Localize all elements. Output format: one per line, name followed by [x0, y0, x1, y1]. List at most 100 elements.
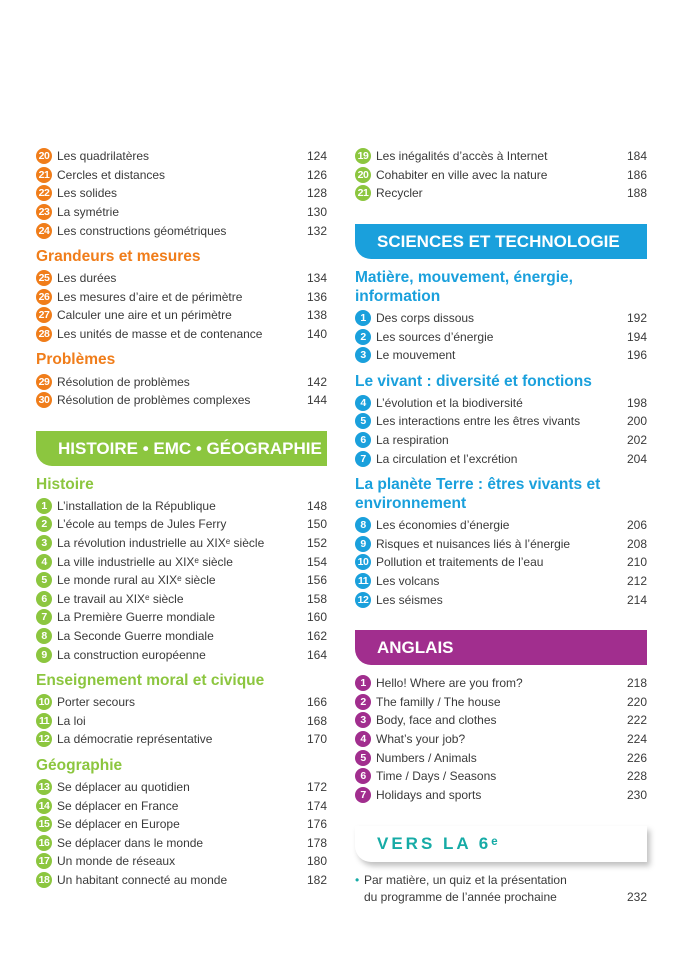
page-number: 166: [306, 695, 327, 710]
toc-entry[interactable]: 10 Porter secours 166: [36, 693, 327, 712]
subject-banner: SCIENCES ET TECHNOLOGIE: [355, 223, 647, 259]
section-heading: Grandeurs et mesures: [36, 247, 201, 265]
page-number: 148: [306, 498, 327, 513]
section-heading: Matière, mouvement, énergie, information: [355, 268, 573, 305]
toc-entry[interactable]: 28 Les unités de masse et de contenance 14…: [36, 325, 327, 344]
chapter-title: Le mouvement: [376, 348, 456, 363]
toc-entry[interactable]: 21 Cercles et distances 126: [36, 166, 327, 185]
toc-entry[interactable]: 9 Risques et nuisances liés à l’énergie 20…: [355, 535, 647, 554]
section-heading: Histoire: [36, 475, 94, 493]
page-number: 204: [626, 451, 647, 466]
toc-entry[interactable]: 22 Les solides 128: [36, 184, 327, 203]
toc-entry[interactable]: 19 Les inégalités d’accès à Internet 184: [355, 147, 647, 166]
toc-entry[interactable]: 18 Un habitant connecté au monde 182: [36, 871, 327, 890]
toc-entry[interactable]: 4 What’s your job? 224: [355, 730, 647, 749]
toc-entry[interactable]: 3 Le mouvement 196: [355, 346, 647, 365]
toc-entry[interactable]: 5 Les interactions entre les êtres vivant…: [355, 412, 647, 431]
section-heading: Problèmes: [36, 351, 116, 369]
page-number: 208: [626, 536, 647, 551]
toc-entry[interactable]: 12 La démocratie représentative 170: [36, 730, 327, 749]
toc-entry[interactable]: 6 Time / Days / Seasons 228: [355, 767, 647, 786]
toc-entry[interactable]: 25 Les durées 134: [36, 269, 327, 288]
chapter-title: La loi: [57, 713, 86, 728]
page-number: 192: [626, 311, 647, 326]
toc-entry[interactable]: 6 La respiration 202: [355, 431, 647, 450]
toc-entry[interactable]: 23 La symétrie 130: [36, 203, 327, 222]
chapter-title: Résolution de problèmes complexes: [57, 393, 251, 408]
page-number: 124: [306, 149, 327, 164]
toc-entry[interactable]: 21 Recycler 188: [355, 184, 647, 203]
toc-entry[interactable]: 11 Les volcans 212: [355, 572, 647, 591]
toc-entry[interactable]: 9 La construction européenne 164: [36, 645, 327, 664]
chapter-number-badge: 5: [36, 572, 52, 589]
toc-entry[interactable]: 6 Le travail au XIXᵉ siècle 158: [36, 590, 327, 609]
chapter-number-badge: 2: [36, 516, 52, 533]
toc-entry[interactable]: 8 La Seconde Guerre mondiale 162: [36, 627, 327, 646]
chapter-title: Holidays and sports: [376, 787, 482, 802]
bullet-icon: •: [355, 873, 360, 888]
toc-entry[interactable]: 7 La circulation et l’excrétion 204: [355, 449, 647, 468]
toc-entry[interactable]: 20 Cohabiter en ville avec la nature 186: [355, 166, 647, 185]
chapter-number-badge: 4: [36, 553, 52, 570]
toc-entry[interactable]: 7 La Première Guerre mondiale 160: [36, 608, 327, 627]
chapter-title: La Seconde Guerre mondiale: [57, 628, 214, 643]
chapter-number-badge: 11: [355, 573, 371, 590]
toc-entry[interactable]: 10 Pollution et traitements de l’eau 210: [355, 553, 647, 572]
page-number: 170: [306, 732, 327, 747]
chapter-title: Les sources d’énergie: [376, 329, 494, 344]
toc-entry[interactable]: 4 La ville industrielle au XIXᵉ siècle 154: [36, 552, 327, 571]
chapter-title: Le travail au XIXᵉ siècle: [57, 591, 184, 606]
entry-text: Par matière, un quiz et la présentation …: [364, 873, 567, 905]
chapter-number-badge: 2: [355, 328, 371, 345]
toc-entry[interactable]: 8 Les économies d’énergie 206: [355, 516, 647, 535]
toc-entry[interactable]: 30 Résolution de problèmes complexes 144: [36, 391, 327, 410]
toc-entry[interactable]: 2 The familly / The house 220: [355, 693, 647, 712]
chapter-number-badge: 18: [36, 871, 52, 888]
toc-entry[interactable]: 17 Un monde de réseaux 180: [36, 852, 327, 871]
toc-entry[interactable]: 7 Holidays and sports 230: [355, 785, 647, 804]
toc-entry[interactable]: 11 La loi 168: [36, 711, 327, 730]
toc-entry[interactable]: 4 L’évolution et la biodiversité 198: [355, 394, 647, 413]
toc-entry[interactable]: 12 Les séismes 214: [355, 590, 647, 609]
toc-entry[interactable]: 15 Se déplacer en Europe 176: [36, 815, 327, 834]
toc-entry[interactable]: 1 Des corps dissous 192: [355, 309, 647, 328]
toc-entry[interactable]: 16 Se déplacer dans le monde 178: [36, 833, 327, 852]
toc-entry[interactable]: 5 Numbers / Animals 226: [355, 748, 647, 767]
toc-entry[interactable]: 13 Se déplacer au quotidien 172: [36, 778, 327, 797]
page-number: 222: [626, 713, 647, 728]
toc-entry[interactable]: 3 La révolution industrielle au XIXᵉ sièc…: [36, 534, 327, 553]
toc-entry[interactable]: 27 Calculer une aire et un périmètre 138: [36, 306, 327, 325]
toc-entry[interactable]: 2 Les sources d’énergie 194: [355, 327, 647, 346]
toc-entry[interactable]: 1 Hello! Where are you from? 218: [355, 674, 647, 693]
page-number: 196: [626, 348, 647, 363]
toc-entry[interactable]: 26 Les mesures d’aire et de périmètre 136: [36, 288, 327, 307]
page-number: 230: [626, 787, 647, 802]
toc-entry[interactable]: 14 Se déplacer en France 174: [36, 796, 327, 815]
chapter-number-badge: 26: [36, 288, 52, 305]
page-number: 212: [626, 574, 647, 589]
toc-entry[interactable]: 20 Les quadrilatères 124: [36, 147, 327, 166]
chapter-title: Les séismes: [376, 592, 443, 607]
toc-entry[interactable]: 24 Les constructions géométriques 132: [36, 221, 327, 240]
chapter-number-badge: 13: [36, 778, 52, 795]
toc-entry[interactable]: 1 L’installation de la République 148: [36, 497, 327, 516]
toc-entry[interactable]: 29 Résolution de problèmes 142: [36, 372, 327, 391]
page-number: 168: [306, 713, 327, 728]
chapter-title: Un habitant connecté au monde: [57, 872, 228, 887]
chapter-title: Les interactions entre les êtres vivants: [376, 414, 581, 429]
chapter-number-badge: 9: [36, 646, 52, 663]
toc-entry[interactable]: 3 Body, face and clothes 222: [355, 711, 647, 730]
chapter-number-badge: 4: [355, 730, 371, 747]
chapter-number-badge: 29: [36, 373, 52, 390]
chapter-title: Se déplacer dans le monde: [57, 835, 204, 850]
toc-entry[interactable]: 2 L’école au temps de Jules Ferry 150: [36, 515, 327, 534]
page-number: 200: [626, 414, 647, 429]
subject-banner: HISTOIRE • EMC • GÉOGRAPHIE: [36, 430, 327, 466]
chapter-number-badge: 30: [36, 392, 52, 409]
chapter-number-badge: 6: [36, 590, 52, 607]
toc-entry[interactable]: 5 Le monde rural au XIXᵉ siècle 156: [36, 571, 327, 590]
chapter-number-badge: 28: [36, 326, 52, 343]
toc-entry[interactable]: • Par matière, un quiz et la présentation…: [355, 872, 647, 906]
chapter-title: Se déplacer en Europe: [57, 817, 180, 832]
page-number: 186: [626, 167, 647, 182]
